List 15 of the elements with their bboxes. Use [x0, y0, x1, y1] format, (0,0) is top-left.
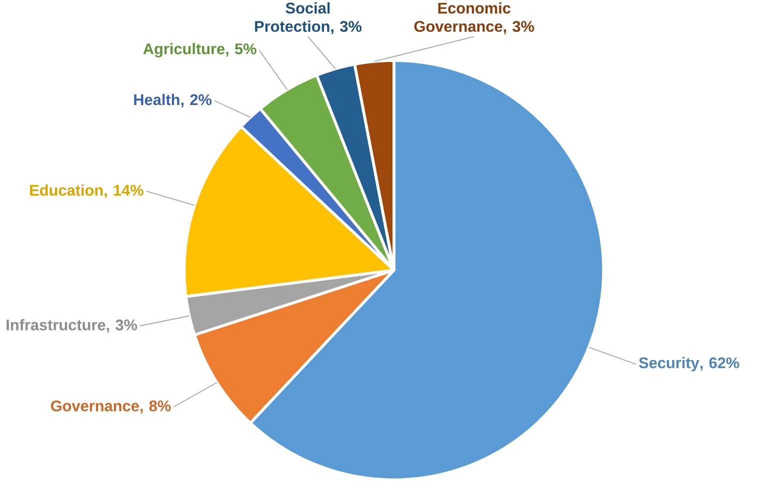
data-label: , 3% — [106, 319, 138, 333]
slice-label: Health — [134, 94, 180, 106]
slice-label: Social Protection — [255, 2, 330, 32]
data-label: , 62% — [700, 357, 740, 370]
data-label: , 3% — [504, 20, 534, 34]
slice-label: Agriculture — [143, 42, 225, 58]
slice-label: Infrastructure — [6, 318, 106, 330]
slice-label: Security — [638, 356, 700, 372]
data-label: , 5% — [226, 43, 256, 56]
data-label: , 2% — [181, 94, 212, 108]
slice-label: Education — [30, 184, 103, 196]
slice-label: Governance — [50, 400, 139, 412]
data-label: , 14% — [104, 184, 144, 198]
data-label: , 3% — [331, 20, 362, 34]
data-label: , 8% — [140, 400, 171, 414]
